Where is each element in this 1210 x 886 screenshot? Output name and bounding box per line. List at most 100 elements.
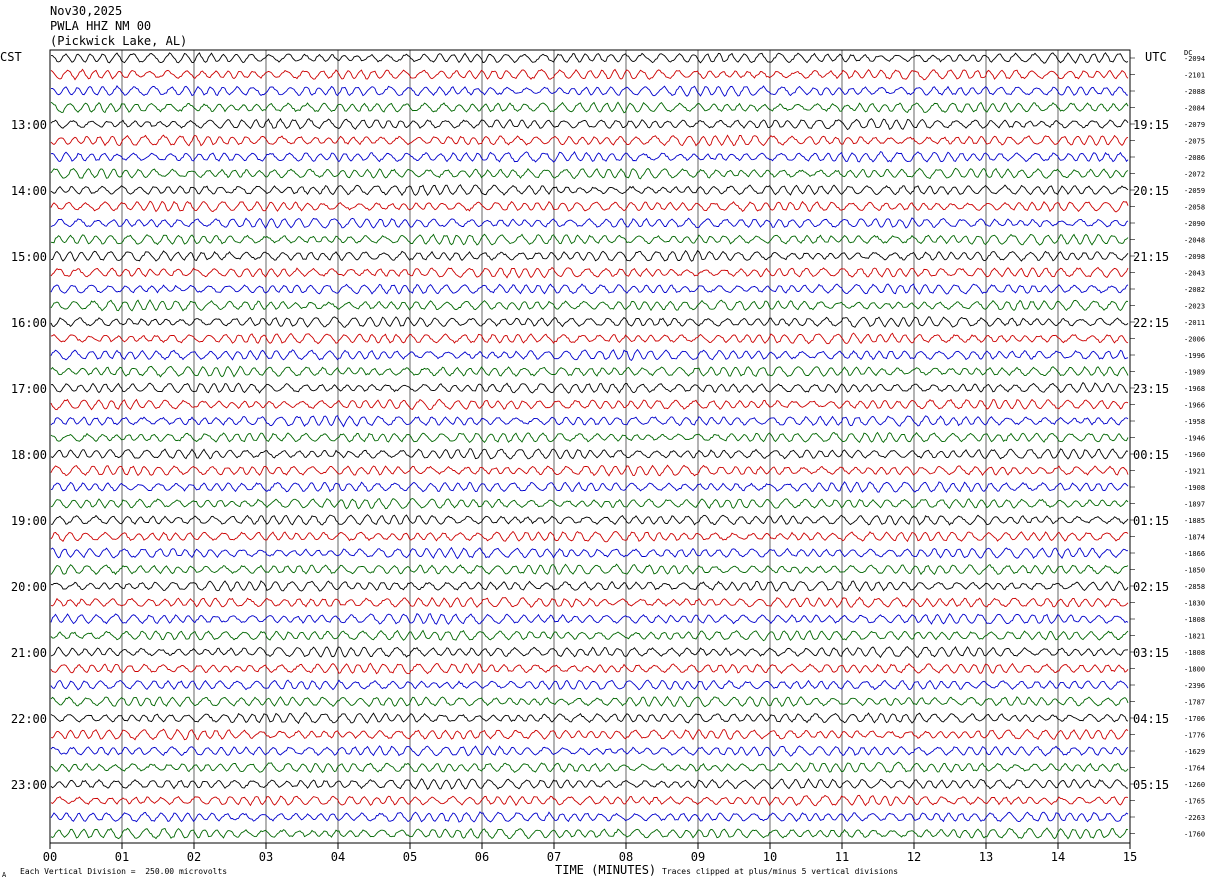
utc-hour-label: 22:15 <box>1133 316 1169 330</box>
seismic-trace <box>50 101 1129 114</box>
cst-hour-label: 18:00 <box>11 448 47 462</box>
seismic-trace <box>50 811 1129 823</box>
x-tick-label: 00 <box>43 850 57 864</box>
x-axis-label: TIME (MINUTES) <box>555 863 657 877</box>
x-tick-label: 09 <box>691 850 705 864</box>
dc-label: DC <box>1184 49 1193 57</box>
dc-offset-label: -2858 <box>1184 583 1205 591</box>
seismic-trace <box>50 695 1129 708</box>
dc-offset-label: -1629 <box>1184 748 1205 756</box>
x-tick-label: 15 <box>1123 850 1137 864</box>
dc-offset-label: -1760 <box>1184 831 1205 839</box>
x-tick-label: 13 <box>979 850 993 864</box>
dc-offset-label: -2023 <box>1184 303 1205 311</box>
seismic-trace <box>51 249 1129 262</box>
utc-hour-label: 19:15 <box>1133 118 1169 132</box>
seismic-trace <box>50 68 1129 81</box>
dc-offset-label: -1765 <box>1184 798 1205 806</box>
seismic-trace <box>50 563 1129 576</box>
seismic-trace <box>50 580 1129 593</box>
dc-offset-label: -1958 <box>1184 418 1205 426</box>
seismic-trace <box>50 662 1129 675</box>
dc-offset-label: -2088 <box>1184 88 1205 96</box>
x-tick-label: 10 <box>763 850 777 864</box>
dc-offset-label: -1260 <box>1184 781 1205 789</box>
seismic-trace <box>50 794 1129 807</box>
seismic-trace <box>50 316 1129 328</box>
x-tick-label: 02 <box>187 850 201 864</box>
seismic-trace <box>50 299 1129 312</box>
dc-offset-label: -1787 <box>1184 699 1205 707</box>
dc-offset-label: -1908 <box>1184 484 1205 492</box>
seismic-trace <box>50 151 1129 163</box>
x-tick-label: 06 <box>475 850 489 864</box>
dc-offset-label: -2090 <box>1184 220 1205 228</box>
dc-offset-label: -1921 <box>1184 468 1205 476</box>
plot-date: Nov30,2025 <box>50 4 123 18</box>
dc-offset-label: -2094 <box>1184 55 1205 63</box>
cst-hour-label: 20:00 <box>11 580 47 594</box>
station-channel: PWLA HHZ NM 00 <box>50 19 152 33</box>
seismic-trace <box>50 530 1129 543</box>
dc-offset-label: -1968 <box>1184 385 1205 393</box>
seismic-trace <box>50 827 1129 840</box>
seismic-trace <box>50 778 1128 790</box>
utc-hour-label: 05:15 <box>1133 778 1169 792</box>
seismic-trace <box>50 613 1129 625</box>
x-tick-label: 04 <box>331 850 345 864</box>
seismic-trace <box>50 415 1129 428</box>
utc-hour-label: 20:15 <box>1133 184 1169 198</box>
utc-hour-label: 03:15 <box>1133 646 1169 660</box>
seismic-trace <box>50 200 1129 213</box>
dc-offset-label: -1800 <box>1184 666 1205 674</box>
dc-offset-label: -2263 <box>1184 814 1205 822</box>
dc-offset-label: -2084 <box>1184 105 1205 113</box>
dc-offset-label: -2098 <box>1184 253 1205 261</box>
seismic-trace <box>50 629 1129 642</box>
dc-offset-label: -1885 <box>1184 517 1205 525</box>
seismic-trace <box>50 498 1129 510</box>
dc-offset-label: -1850 <box>1184 567 1205 575</box>
dc-offset-label: -1808 <box>1184 616 1205 624</box>
seismic-trace <box>50 332 1129 345</box>
x-tick-label: 08 <box>619 850 633 864</box>
seismic-trace <box>50 728 1129 741</box>
dc-offset-label: -1960 <box>1184 451 1205 459</box>
cst-hour-label: 13:00 <box>11 118 47 132</box>
seismic-trace <box>50 184 1129 197</box>
seismic-trace <box>50 85 1129 97</box>
seismic-trace <box>50 217 1129 229</box>
dc-offset-label: -2072 <box>1184 171 1205 179</box>
dc-offset-label: -2079 <box>1184 121 1205 129</box>
cst-hour-label: 21:00 <box>11 646 47 660</box>
left-timezone-label: CST <box>0 50 22 64</box>
right-timezone-label: UTC <box>1145 50 1167 64</box>
seismic-trace <box>50 381 1129 394</box>
utc-hour-label: 00:15 <box>1133 448 1169 462</box>
seismic-trace <box>51 52 1129 64</box>
cst-hour-label: 17:00 <box>11 382 47 396</box>
station-location: (Pickwick Lake, AL) <box>50 34 188 48</box>
dc-offset-label: -2082 <box>1184 286 1205 294</box>
utc-hour-label: 21:15 <box>1133 250 1169 264</box>
seismic-trace <box>50 398 1129 411</box>
x-tick-label: 11 <box>835 850 849 864</box>
seismic-trace <box>50 546 1128 560</box>
dc-offset-label: -1874 <box>1184 534 1205 542</box>
dc-offset-label: -1989 <box>1184 369 1205 377</box>
dc-offset-label: -1866 <box>1184 550 1205 558</box>
seismic-trace <box>50 761 1129 774</box>
dc-offset-label: -1946 <box>1184 435 1205 443</box>
dc-offset-label: -1830 <box>1184 600 1205 608</box>
seismic-trace <box>50 464 1129 477</box>
dc-offset-label: -2396 <box>1184 682 1205 690</box>
utc-hour-label: 23:15 <box>1133 382 1169 396</box>
seismic-trace <box>50 431 1129 444</box>
seismic-trace <box>50 712 1129 725</box>
utc-hour-label: 01:15 <box>1133 514 1169 528</box>
seismic-trace <box>50 167 1129 180</box>
seismic-trace <box>50 645 1129 659</box>
seismic-trace <box>50 283 1129 295</box>
dc-offset-label: -2011 <box>1184 319 1205 327</box>
